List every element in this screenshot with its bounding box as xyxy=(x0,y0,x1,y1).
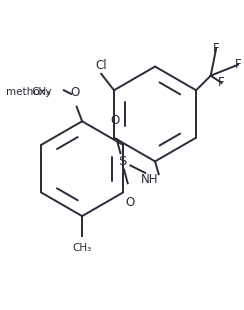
Text: Cl: Cl xyxy=(95,59,107,72)
Text: CH₃: CH₃ xyxy=(32,87,51,97)
Text: methoxy: methoxy xyxy=(6,87,51,97)
Text: F: F xyxy=(213,42,220,55)
Text: O: O xyxy=(110,114,120,127)
Text: O: O xyxy=(125,196,134,209)
Text: F: F xyxy=(235,58,241,71)
Text: CH₃: CH₃ xyxy=(72,243,92,254)
Text: F: F xyxy=(218,77,225,90)
Text: NH: NH xyxy=(141,173,158,186)
Text: O: O xyxy=(70,86,80,100)
Text: S: S xyxy=(118,155,126,168)
